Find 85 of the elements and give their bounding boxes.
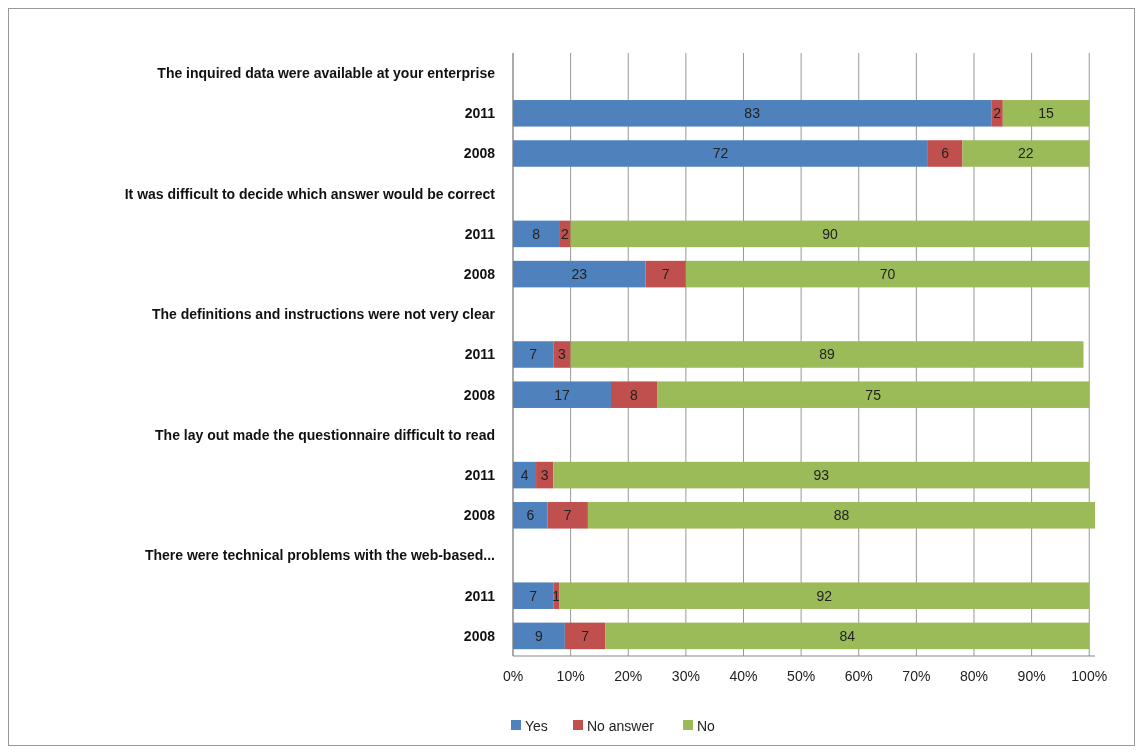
data-label: 6: [941, 145, 950, 162]
bar: [513, 140, 928, 167]
data-label: 88: [833, 507, 850, 524]
y-tick-label: 2008: [463, 507, 496, 524]
bar: [927, 140, 963, 167]
x-tick-label: 30%: [671, 668, 700, 684]
bar: [553, 341, 571, 368]
bar: [513, 260, 646, 288]
bar: [610, 381, 658, 408]
data-label: 6: [526, 507, 535, 524]
data-label: 2: [560, 225, 569, 242]
bar: [570, 341, 1084, 368]
bar: [657, 381, 1090, 408]
y-tick-label: The lay out made the questionnaire difficult to read: [155, 426, 495, 443]
y-tick-label: 2008: [463, 386, 496, 403]
bar: [513, 341, 554, 368]
x-tick-label: 60%: [844, 668, 873, 684]
data-label: 7: [529, 346, 538, 363]
x-tick-label: 90%: [1017, 668, 1046, 684]
y-tick-label: 2011: [464, 467, 496, 483]
bar: [962, 140, 1090, 167]
data-label: 90: [822, 225, 838, 242]
y-tick-label: The definitions and instructions were not very clear: [151, 306, 496, 323]
data-label: 3: [558, 346, 567, 363]
bar: [547, 502, 588, 529]
x-tick-label: 20%: [614, 668, 643, 684]
x-tick-label: 70%: [902, 668, 931, 684]
data-label: 7: [581, 627, 590, 644]
x-tick-label: 80%: [959, 668, 989, 684]
y-tick-label: 2011: [464, 105, 496, 122]
bar: [570, 220, 1090, 248]
bar: [513, 502, 548, 529]
y-tick-label: 2011: [464, 587, 496, 604]
y-tick-label: 2011: [464, 225, 496, 242]
data-label: 7: [661, 266, 670, 282]
bar: [513, 220, 560, 248]
data-label: 8: [630, 386, 639, 403]
data-label: 72: [712, 145, 729, 162]
data-label: 23: [571, 266, 588, 282]
x-tick-label: 100%: [1071, 668, 1108, 684]
data-label: 15: [1038, 105, 1055, 122]
bar: [564, 622, 606, 650]
x-tick-label: 0%: [502, 668, 524, 684]
bar: [685, 260, 1090, 288]
y-tick-label: It was difficult to decide which answer would be correct: [124, 185, 496, 202]
bar: [991, 100, 1003, 127]
data-label: 89: [819, 346, 836, 363]
data-label: 83: [744, 105, 761, 122]
data-label: 7: [529, 587, 538, 604]
bar: [587, 502, 1095, 529]
data-label: 4: [520, 467, 529, 483]
legend-label: No: [697, 717, 716, 734]
data-label: 70: [879, 266, 896, 282]
data-label: 8: [532, 225, 541, 242]
data-label: 7: [563, 507, 572, 524]
data-label: 22: [1018, 145, 1034, 162]
y-tick-label: The inquired data were available at your enterprise: [157, 65, 496, 81]
data-label: 93: [813, 467, 830, 483]
x-tick-label: 50%: [787, 668, 816, 684]
x-tick-label: 10%: [556, 668, 585, 684]
y-tick-label: 2008: [463, 145, 496, 162]
data-label: 9: [535, 627, 544, 644]
bar: [553, 461, 1090, 489]
data-label: 17: [554, 386, 570, 403]
data-label: 3: [540, 467, 549, 483]
bar: [605, 622, 1090, 650]
bar: [513, 381, 611, 408]
bar: [513, 461, 537, 489]
y-tick-label: 2008: [463, 627, 496, 644]
data-label: 92: [816, 587, 833, 604]
bar: [645, 260, 686, 288]
y-tick-label: 2008: [463, 266, 496, 282]
bar: [513, 100, 992, 127]
data-label: 75: [865, 386, 882, 403]
data-label: 84: [839, 627, 856, 644]
bar: [513, 582, 554, 609]
data-label: 2: [993, 105, 1002, 122]
y-tick-label: 2011: [464, 346, 496, 363]
bar: [559, 582, 1090, 609]
y-tick-label: There were technical problems with the web-based...: [144, 547, 495, 564]
legend-label: No answer: [587, 717, 655, 734]
bar: [513, 622, 565, 650]
legend-label: Yes: [525, 717, 548, 734]
bar: [1002, 100, 1090, 127]
x-tick-label: 40%: [729, 668, 758, 684]
